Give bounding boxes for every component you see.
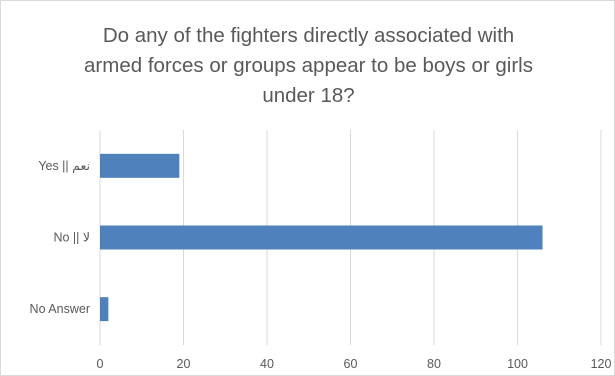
x-tick-label-6: 120 — [591, 357, 612, 371]
x-tick-label-5: 100 — [507, 357, 528, 371]
bar-1 — [100, 225, 543, 250]
x-tick-label-2: 40 — [260, 357, 274, 371]
chart-title-line-1: Do any of the fighters directly associat… — [102, 24, 515, 47]
chart-title-line-3: under 18? — [262, 84, 355, 107]
x-tick-label-1: 20 — [177, 357, 191, 371]
category-label-0: Yes || نعم — [38, 159, 90, 174]
category-label-2: No Answer — [30, 302, 90, 316]
x-tick-label-3: 60 — [344, 357, 358, 371]
bar-0 — [100, 153, 180, 178]
x-tick-label-4: 80 — [427, 357, 441, 371]
chart-title: Do any of the fighters directly associat… — [41, 21, 576, 111]
bar-2 — [100, 297, 109, 322]
chart-title-line-2: armed forces or groups appear to be boys… — [84, 54, 533, 77]
x-tick-label-0: 0 — [97, 357, 104, 371]
category-label-1: No || لا — [53, 231, 90, 245]
